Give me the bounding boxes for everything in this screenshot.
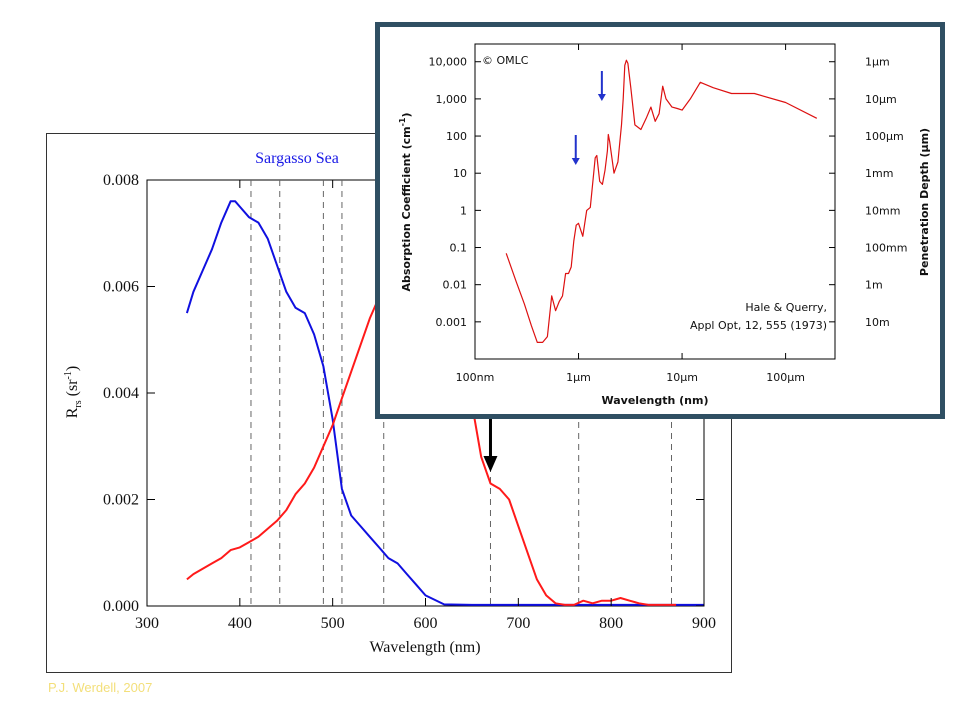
inset-citation-line2: Appl Opt, 12, 555 (1973) xyxy=(690,319,827,332)
series-line-0 xyxy=(185,200,704,606)
inset-y-label-sup: -1 xyxy=(398,117,407,126)
inset-copyright: © OMLC xyxy=(482,54,529,67)
inset-y-tick-label: 0.01 xyxy=(443,279,468,292)
inset-y-label-main: Absorption Coefficient (cm xyxy=(400,126,413,291)
credit-text: P.J. Werdell, 2007 xyxy=(48,680,153,695)
inset-y2-tick-label: 1mm xyxy=(865,167,893,180)
inset-figure: 100nm 1µm 10µm 100µm 10,000 1µm 1,000 10µm 100 1… xyxy=(375,22,945,419)
main-y-axis: 0.000 0.002 0.004 0.006 0.008 xyxy=(103,172,704,615)
inset-y-tick-label: 10,000 xyxy=(429,56,468,69)
inset-y2-tick-label: 10mm xyxy=(865,204,900,217)
main-y-label-unit-close: ) xyxy=(64,366,81,371)
inset-y-tick-label: 0.001 xyxy=(436,316,468,329)
main-y-label-unit-sup: -1 xyxy=(63,371,74,379)
inset-y-axis: 10,000 1µm 1,000 10µm 100 100µm 10 1mm 1 10mm 0.1 1… xyxy=(429,56,908,329)
blue-arrow-head xyxy=(571,158,580,165)
inset-x-tick-label: 100µm xyxy=(766,371,805,384)
inset-arrows xyxy=(571,71,606,165)
inset-y2-tick-label: 100µm xyxy=(865,130,904,143)
main-y-label-sub: rs xyxy=(73,400,84,407)
inset-citation-line1: Hale & Querry, xyxy=(745,301,827,314)
inset-y2-tick-label: 1µm xyxy=(865,56,890,69)
inset-series-line-0 xyxy=(505,59,818,343)
main-x-axis: 300 400 500 600 700 800 900 xyxy=(135,180,716,632)
inset-y-axis-label: Absorption Coefficient (cm-1) xyxy=(398,113,413,292)
inset-x-tick-label: 1µm xyxy=(566,371,591,384)
inset-y-tick-label: 100 xyxy=(446,130,467,143)
main-x-axis-label: Wavelength (nm) xyxy=(369,639,480,656)
x-tick-label: 600 xyxy=(414,615,438,632)
inset-y-tick-label: 1,000 xyxy=(436,93,468,106)
inset-x-tick-label: 10µm xyxy=(666,371,698,384)
y-tick-label: 0.004 xyxy=(103,385,139,402)
inset-x-axis: 100nm 1µm 10µm 100µm xyxy=(456,44,805,384)
inset-y2-tick-label: 10µm xyxy=(865,93,897,106)
blue-arrow-head xyxy=(597,94,606,101)
x-tick-label: 700 xyxy=(506,615,530,632)
inset-y-tick-label: 1 xyxy=(460,204,467,217)
y-tick-label: 0.000 xyxy=(103,598,139,615)
inset-y-tick-label: 10 xyxy=(453,167,467,180)
inset-y2-tick-label: 100mm xyxy=(865,242,907,255)
inset-plot-border xyxy=(474,43,836,360)
y-tick-label: 0.008 xyxy=(103,172,139,189)
main-y-axis-label: Rrs (sr-1) xyxy=(63,366,84,418)
inset-y2-tick-label: 10m xyxy=(865,316,890,329)
main-chart-title: Sargasso Sea xyxy=(255,150,339,167)
inset-y2-tick-label: 1m xyxy=(865,279,883,292)
y-tick-label: 0.006 xyxy=(103,279,139,296)
inset-y-label-close: ) xyxy=(400,113,413,118)
main-y-label-unit: (sr xyxy=(64,379,81,397)
inset-y-tick-label: 0.1 xyxy=(450,242,468,255)
x-tick-label: 300 xyxy=(135,615,159,632)
inset-y2-axis-label: Penetration Depth (µm) xyxy=(918,128,931,276)
inset-x-tick-label: 100nm xyxy=(456,371,495,384)
x-tick-label: 800 xyxy=(599,615,623,632)
inset-series-group xyxy=(505,59,818,343)
x-tick-label: 500 xyxy=(321,615,345,632)
y-tick-label: 0.002 xyxy=(103,492,139,509)
x-tick-label: 900 xyxy=(692,615,716,632)
x-tick-label: 400 xyxy=(228,615,252,632)
inset-x-axis-label: Wavelength (nm) xyxy=(602,394,709,407)
main-y-label-main: R xyxy=(64,407,81,418)
